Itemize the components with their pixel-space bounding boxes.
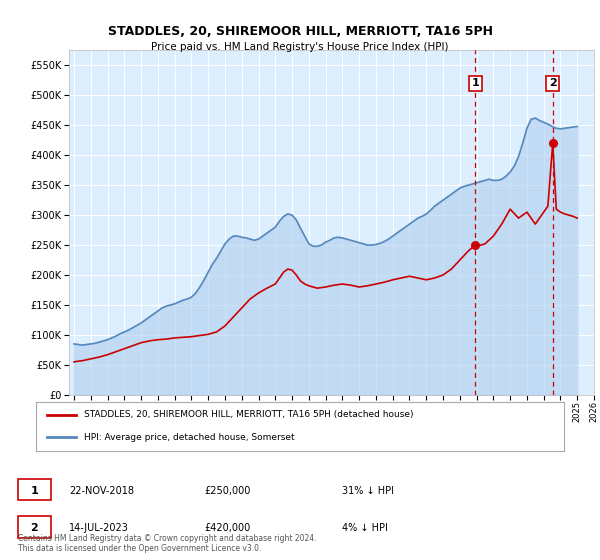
Text: 2: 2 (549, 78, 557, 88)
Text: 14-JUL-2023: 14-JUL-2023 (69, 523, 129, 533)
Text: HPI: Average price, detached house, Somerset: HPI: Average price, detached house, Some… (83, 433, 294, 442)
Text: STADDLES, 20, SHIREMOOR HILL, MERRIOTT, TA16 5PH (detached house): STADDLES, 20, SHIREMOOR HILL, MERRIOTT, … (83, 410, 413, 419)
Text: £420,000: £420,000 (204, 523, 250, 533)
Text: 2: 2 (31, 523, 38, 533)
Text: 1: 1 (31, 486, 38, 496)
Text: £250,000: £250,000 (204, 486, 250, 496)
Text: STADDLES, 20, SHIREMOOR HILL, MERRIOTT, TA16 5PH: STADDLES, 20, SHIREMOOR HILL, MERRIOTT, … (107, 25, 493, 38)
Text: Price paid vs. HM Land Registry's House Price Index (HPI): Price paid vs. HM Land Registry's House … (151, 42, 449, 52)
Text: 4% ↓ HPI: 4% ↓ HPI (342, 523, 388, 533)
Text: 22-NOV-2018: 22-NOV-2018 (69, 486, 134, 496)
Text: 31% ↓ HPI: 31% ↓ HPI (342, 486, 394, 496)
Text: 1: 1 (472, 78, 479, 88)
Text: Contains HM Land Registry data © Crown copyright and database right 2024.
This d: Contains HM Land Registry data © Crown c… (18, 534, 317, 553)
